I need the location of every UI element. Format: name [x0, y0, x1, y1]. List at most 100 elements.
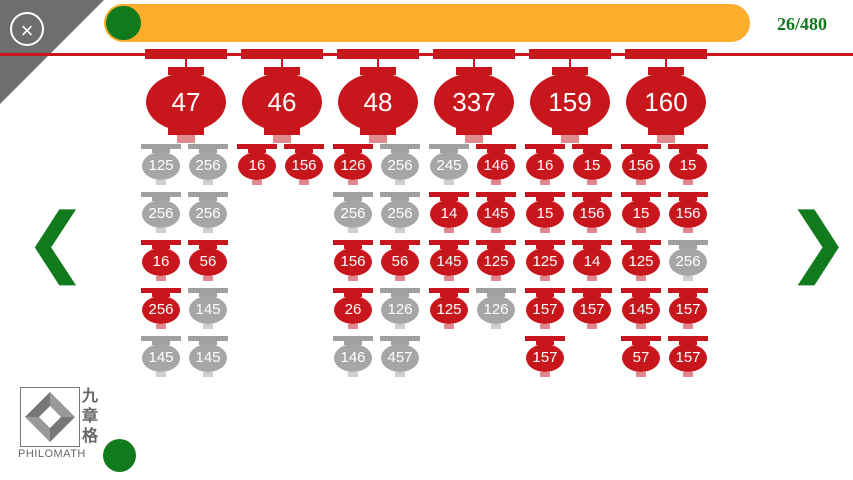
lantern-part	[344, 293, 362, 297]
target-lantern[interactable]: 46	[241, 49, 323, 144]
lantern-number: 14	[430, 200, 468, 228]
lantern-number: 337	[434, 73, 514, 131]
lantern-part	[572, 288, 612, 293]
lantern-part	[377, 59, 379, 67]
lantern-part	[391, 149, 409, 153]
lantern-number: 156	[622, 152, 660, 180]
target-lantern[interactable]: 337	[433, 49, 515, 144]
number-lantern[interactable]: 126	[380, 288, 420, 332]
number-lantern[interactable]: 16	[237, 144, 277, 188]
number-lantern[interactable]: 15	[525, 192, 565, 236]
target-lantern[interactable]: 160	[625, 49, 707, 144]
lantern-part	[583, 245, 601, 249]
progress-counter: 26/480	[776, 14, 827, 34]
progress-bar	[104, 4, 750, 42]
lantern-part	[395, 228, 405, 233]
lantern-number: 57	[622, 344, 660, 372]
lantern-number: 256	[189, 152, 227, 180]
number-lantern[interactable]: 157	[525, 288, 565, 332]
chevron-right-icon: ❯	[786, 196, 850, 285]
number-lantern[interactable]: 14	[429, 192, 469, 236]
number-lantern[interactable]: 145	[188, 288, 228, 332]
number-lantern[interactable]: 145	[621, 288, 661, 332]
lantern-part	[540, 324, 550, 329]
number-lantern[interactable]: 16	[141, 240, 181, 284]
lantern-number: 56	[189, 248, 227, 276]
lantern-part	[536, 341, 554, 345]
lantern-part	[487, 245, 505, 249]
number-lantern[interactable]: 256	[141, 288, 181, 332]
number-lantern[interactable]: 146	[333, 336, 373, 380]
number-lantern[interactable]: 125	[621, 240, 661, 284]
number-lantern[interactable]: 157	[668, 336, 708, 380]
lantern-part	[552, 128, 588, 135]
lantern-part	[444, 276, 454, 281]
number-lantern[interactable]: 245	[429, 144, 469, 188]
lantern-part	[621, 336, 661, 341]
lantern-number: 256	[381, 152, 419, 180]
number-lantern[interactable]: 26	[333, 288, 373, 332]
number-lantern[interactable]: 56	[188, 240, 228, 284]
lantern-part	[141, 144, 181, 149]
number-lantern[interactable]: 256	[380, 144, 420, 188]
number-lantern[interactable]: 157	[668, 288, 708, 332]
number-lantern[interactable]: 156	[284, 144, 324, 188]
number-lantern[interactable]: 157	[525, 336, 565, 380]
number-lantern[interactable]: 156	[621, 144, 661, 188]
number-lantern[interactable]: 156	[333, 240, 373, 284]
number-lantern[interactable]: 15	[572, 144, 612, 188]
lantern-part	[188, 192, 228, 197]
number-lantern[interactable]: 156	[572, 192, 612, 236]
lantern-part	[248, 149, 266, 153]
number-lantern[interactable]: 145	[141, 336, 181, 380]
number-lantern[interactable]: 146	[476, 144, 516, 188]
number-lantern[interactable]: 125	[476, 240, 516, 284]
number-lantern[interactable]: 16	[525, 144, 565, 188]
number-lantern[interactable]: 57	[621, 336, 661, 380]
number-lantern[interactable]: 125	[525, 240, 565, 284]
lantern-number: 256	[142, 200, 180, 228]
lantern-number: 157	[669, 344, 707, 372]
lantern-part	[440, 197, 458, 201]
lantern-part	[525, 240, 565, 245]
number-lantern[interactable]: 126	[333, 144, 373, 188]
number-lantern[interactable]: 256	[188, 192, 228, 236]
lantern-number: 125	[430, 296, 468, 324]
number-lantern[interactable]: 256	[668, 240, 708, 284]
number-lantern[interactable]: 156	[668, 192, 708, 236]
lantern-part	[237, 144, 277, 149]
number-lantern[interactable]: 145	[476, 192, 516, 236]
number-lantern[interactable]: 157	[572, 288, 612, 332]
target-lantern[interactable]: 47	[145, 49, 227, 144]
number-lantern[interactable]: 256	[380, 192, 420, 236]
target-lantern[interactable]: 159	[529, 49, 611, 144]
close-icon: ×	[20, 18, 34, 43]
lantern-part	[572, 144, 612, 149]
number-lantern[interactable]: 145	[188, 336, 228, 380]
number-lantern[interactable]: 125	[429, 288, 469, 332]
number-lantern[interactable]: 126	[476, 288, 516, 332]
number-lantern[interactable]: 14	[572, 240, 612, 284]
lantern-part	[491, 276, 501, 281]
green-action-button[interactable]	[103, 439, 136, 472]
number-lantern[interactable]: 256	[188, 144, 228, 188]
lantern-part	[636, 228, 646, 233]
next-page-button[interactable]: ❯	[786, 196, 850, 286]
lantern-part	[156, 324, 166, 329]
lantern-part	[333, 288, 373, 293]
number-lantern[interactable]: 56	[380, 240, 420, 284]
number-lantern[interactable]: 256	[333, 192, 373, 236]
prev-page-button[interactable]: ❮	[24, 196, 88, 286]
lantern-part	[281, 59, 283, 67]
number-lantern[interactable]: 256	[141, 192, 181, 236]
number-lantern[interactable]: 457	[380, 336, 420, 380]
number-lantern[interactable]: 145	[429, 240, 469, 284]
lantern-part	[348, 228, 358, 233]
number-lantern[interactable]: 15	[621, 192, 661, 236]
close-button[interactable]: ×	[10, 12, 44, 46]
lantern-part	[540, 276, 550, 281]
target-lantern[interactable]: 48	[337, 49, 419, 144]
number-lantern[interactable]: 125	[141, 144, 181, 188]
lantern-part	[156, 276, 166, 281]
number-lantern[interactable]: 15	[668, 144, 708, 188]
